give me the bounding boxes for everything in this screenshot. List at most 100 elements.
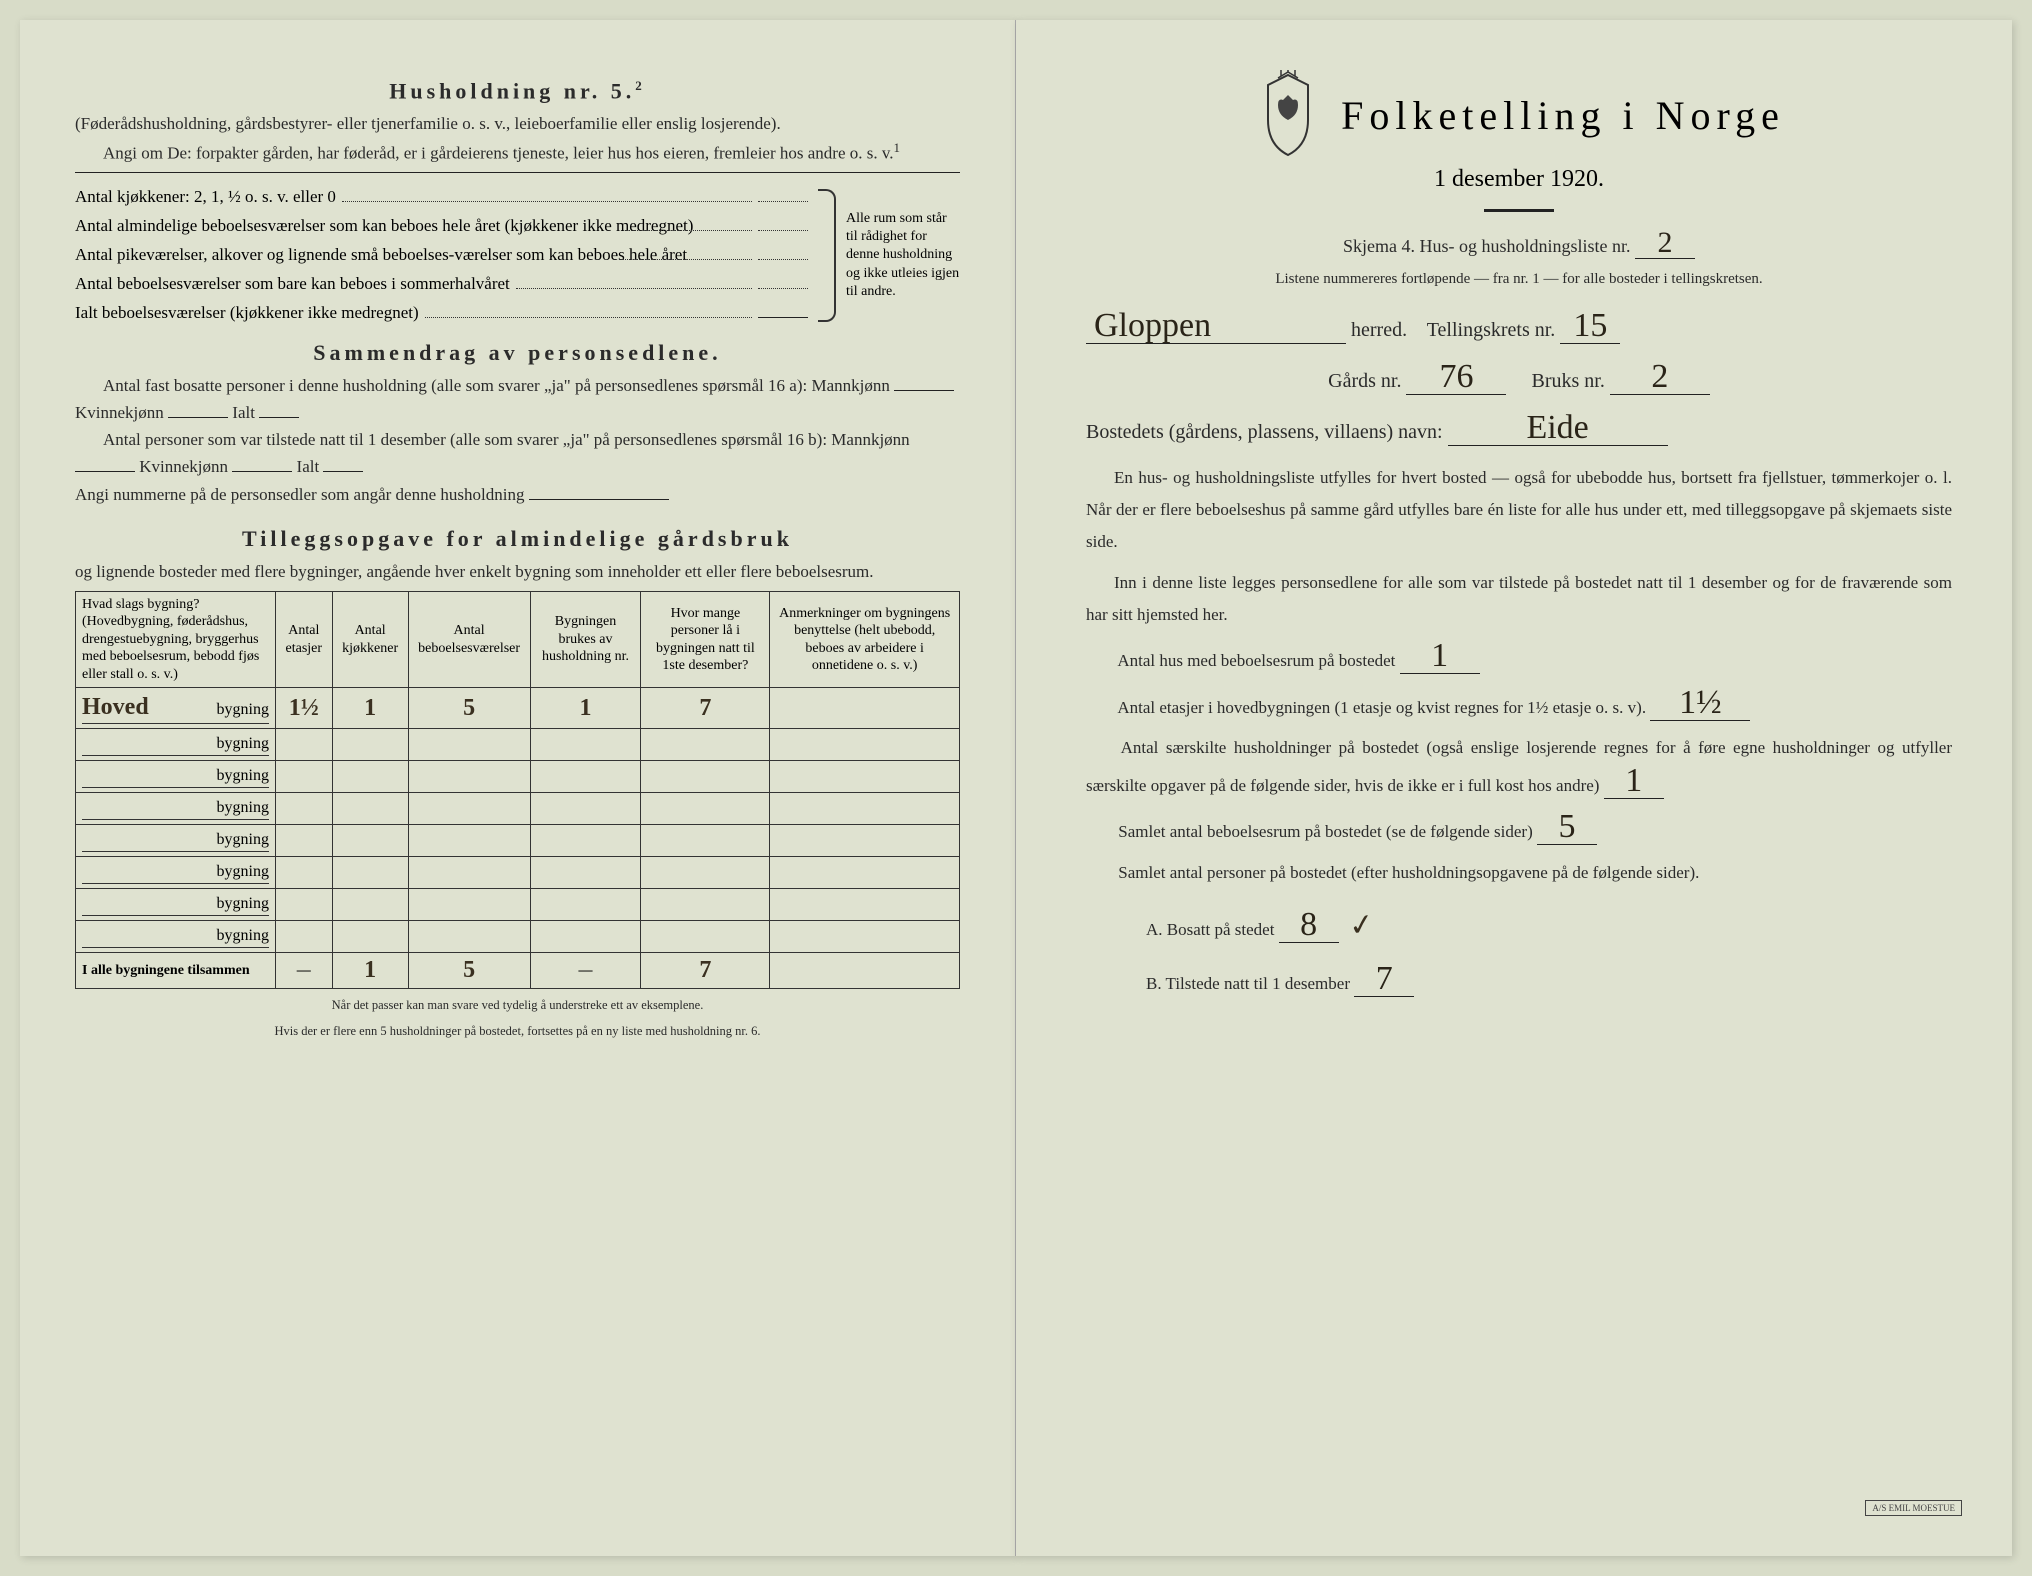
suffix: bygning — [217, 863, 269, 881]
cell — [641, 793, 770, 825]
cell — [332, 921, 408, 953]
cell — [276, 761, 333, 793]
cell — [770, 857, 960, 889]
text: Inn i denne liste legges personsedlene f… — [1086, 573, 1952, 624]
cell: Hoved bygning — [76, 688, 276, 729]
right-page: Folketelling i Norge 1 desember 1920. Sk… — [1016, 20, 2012, 1556]
cell — [530, 793, 641, 825]
cell — [276, 857, 333, 889]
cell: — — [276, 953, 333, 989]
husholdning-desc: (Føderådshusholdning, gårdsbestyrer- ell… — [75, 110, 960, 137]
cell — [530, 825, 641, 857]
text: Gårds nr. — [1328, 370, 1401, 392]
fill — [758, 272, 808, 289]
table-row: bygning — [76, 793, 960, 825]
crest-icon — [1253, 70, 1323, 160]
fill — [758, 299, 808, 318]
cell — [770, 761, 960, 793]
cell — [408, 761, 530, 793]
text: Tellingskrets nr. — [1427, 319, 1556, 341]
dots — [425, 303, 752, 318]
table-row: bygning — [76, 921, 960, 953]
rooms-block: Antal kjøkkener: 2, 1, ½ o. s. v. eller … — [75, 183, 960, 327]
antal-etasjer-line: Antal etasjer i hovedbygningen (1 etasje… — [1086, 686, 1952, 724]
footnote-2: Hvis der er flere enn 5 husholdninger på… — [75, 1023, 960, 1041]
document-spread: Husholdning nr. 5.2 (Føderådshusholdning… — [20, 20, 2012, 1556]
gards-row: Gårds nr. 76 Bruks nr. 2 — [1086, 360, 1952, 397]
angi-text: Angi om De: forpakter gården, har føderå… — [103, 143, 894, 162]
text: Samlet antal beboelsesrum på bostedet (s… — [1118, 822, 1532, 841]
hand-value: 5 — [1537, 810, 1597, 845]
samlet-pers-line: Samlet antal personer på bostedet (efter… — [1086, 857, 1952, 889]
hand-prefix: Hoved — [82, 694, 217, 721]
cell — [276, 729, 333, 761]
text: Kvinnekjønn — [139, 457, 228, 476]
hand-value: Gloppen — [1086, 309, 1346, 344]
listene-line: Listene nummereres fortløpende — fra nr.… — [1086, 267, 1952, 291]
cell — [641, 761, 770, 793]
th: Antal beboelsesværelser — [408, 591, 530, 688]
building-table: Hvad slags bygning? (Hovedbygning, føder… — [75, 591, 960, 990]
ialt-label: Ialt beboelsesværelser (kjøkkener ikke m… — [75, 299, 419, 328]
cell — [530, 889, 641, 921]
room-line-1: Antal almindelige beboelsesværelser som … — [75, 212, 808, 241]
cell: bygning — [76, 889, 276, 921]
th: Anmerkninger om bygningens benyttelse (h… — [770, 591, 960, 688]
samm-line-2: Antal personer som var tilstede natt til… — [75, 426, 960, 480]
text: Bostedets (gårdens, plassens, villaens) … — [1086, 421, 1443, 443]
kjokken-line: Antal kjøkkener: 2, 1, ½ o. s. v. eller … — [75, 183, 808, 212]
cell — [408, 825, 530, 857]
text: Bruks nr. — [1531, 370, 1604, 392]
row-label: bygning — [82, 765, 269, 788]
suffix: bygning — [217, 767, 269, 785]
fill — [75, 454, 135, 473]
bosatt-line: A. Bosatt på stedet 8 ✓ — [1146, 897, 1952, 954]
cell — [641, 889, 770, 921]
cell — [530, 761, 641, 793]
samm-line-1: Antal fast bosatte personer i denne hush… — [75, 372, 960, 426]
skjema-line: Skjema 4. Hus- og husholdningsliste nr. … — [1086, 228, 1952, 261]
row-label: bygning — [82, 797, 269, 820]
room-label: Antal almindelige beboelsesværelser som … — [75, 212, 615, 241]
tillegg-desc: og lignende bosteder med flere bygninger… — [75, 558, 960, 585]
herred-row: Gloppen herred. Tellingskrets nr. 15 — [1086, 309, 1952, 346]
hand-value: Eide — [1448, 411, 1668, 446]
cell — [408, 921, 530, 953]
cell — [530, 921, 641, 953]
heading-text: Husholdning nr. 5. — [389, 78, 635, 103]
row-label: bygning — [82, 925, 269, 948]
para2: Inn i denne liste legges personsedlene f… — [1086, 567, 1952, 632]
cell: bygning — [76, 825, 276, 857]
cell: 1 — [332, 688, 408, 729]
room-label: Antal pikeværelser, alkover og lignende … — [75, 241, 615, 270]
cell — [641, 729, 770, 761]
suffix: bygning — [217, 927, 269, 945]
cell — [770, 921, 960, 953]
cell: 7 — [641, 688, 770, 729]
cell: bygning — [76, 857, 276, 889]
text: Antal fast bosatte personer i denne hush… — [103, 376, 890, 395]
text: Antal etasjer i hovedbygningen (1 etasje… — [1117, 698, 1646, 717]
angi-num-line: Angi nummerne på de personsedler som ang… — [75, 481, 960, 508]
table-head: Hvad slags bygning? (Hovedbygning, føder… — [76, 591, 960, 688]
text: Ialt — [232, 403, 255, 422]
fill — [758, 185, 808, 202]
checkmark-icon: ✓ — [1345, 896, 1378, 956]
text: Samlet antal personer på bostedet (efter… — [1118, 863, 1699, 882]
fill — [323, 454, 363, 473]
room-label: Antal beboelsesværelser som bare kan beb… — [75, 270, 510, 299]
cell: 5 — [408, 688, 530, 729]
cell: 1 — [530, 688, 641, 729]
table-row: Hoved bygning 1½ 1 5 1 7 — [76, 688, 960, 729]
th: Antal kjøkkener — [332, 591, 408, 688]
cell — [770, 889, 960, 921]
row-label: bygning — [82, 893, 269, 916]
row-label: Hoved bygning — [82, 692, 269, 724]
cell — [276, 889, 333, 921]
cell — [276, 921, 333, 953]
th: Bygningen brukes av husholdning nr. — [530, 591, 641, 688]
text: B. Tilstede natt til 1 desember — [1146, 974, 1350, 993]
cell — [408, 793, 530, 825]
suffix: bygning — [217, 799, 269, 817]
printer-stamp: A/S EMIL MOESTUE — [1865, 1500, 1962, 1516]
